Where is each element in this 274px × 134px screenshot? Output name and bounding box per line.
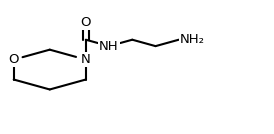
Text: NH₂: NH₂ xyxy=(180,33,205,46)
Text: O: O xyxy=(8,53,19,66)
Text: O: O xyxy=(81,16,91,29)
Text: NH: NH xyxy=(99,40,119,53)
Text: N: N xyxy=(81,53,91,66)
